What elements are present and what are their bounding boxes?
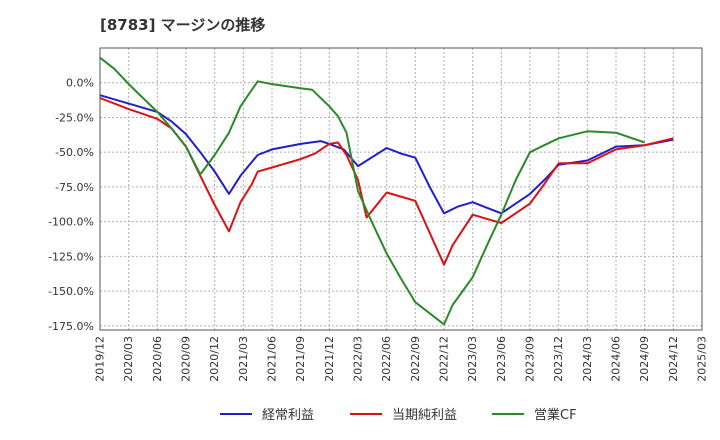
- x-tick-label: 2021/06: [266, 336, 279, 382]
- chart-title: [8783] マージンの推移: [100, 16, 266, 34]
- x-tick-label: 2022/09: [409, 336, 422, 382]
- y-tick-label: -50.0%: [55, 146, 94, 159]
- legend: 経常利益 当期純利益 営業CF: [220, 407, 577, 423]
- x-tick-label: 2022/06: [380, 336, 393, 382]
- grid-layer: [99, 48, 703, 330]
- x-tick-label: 2019/12: [94, 336, 107, 382]
- x-tick-label: 2025/03: [696, 336, 709, 382]
- y-tick-label: -150.0%: [48, 285, 94, 298]
- axis-layer: 0.0% -25.0% -50.0% -75.0% -100.0% -125.0% -150…: [48, 47, 709, 382]
- x-tick-label: 2023/06: [495, 336, 508, 382]
- x-tick-label: 2023/12: [552, 336, 565, 382]
- x-tick-label: 2024/09: [638, 336, 651, 382]
- series-line-1: [99, 94, 674, 215]
- x-tick-label: 2024/03: [581, 336, 594, 382]
- x-tick-label: 2020/03: [122, 336, 135, 382]
- legend-label-3: 営業CF: [534, 407, 577, 423]
- legend-label-1: 経常利益: [262, 408, 314, 423]
- x-tick-label: 2021/03: [237, 336, 250, 382]
- y-tick-label: -75.0%: [55, 181, 94, 194]
- x-tick-label: 2021/09: [294, 336, 307, 382]
- y-tick-label: -100.0%: [48, 216, 94, 229]
- y-tick-label: -175.0%: [48, 320, 94, 333]
- x-tick-label: 2020/09: [180, 336, 193, 382]
- x-tick-label: 2021/12: [323, 336, 336, 382]
- y-tick-label: -125.0%: [48, 250, 94, 263]
- x-tick-label: 2023/09: [524, 336, 537, 382]
- plot-frame: [99, 47, 703, 331]
- x-tick-label: 2020/12: [208, 336, 221, 382]
- series-line-3: [99, 56, 646, 326]
- x-tick-label: 2024/12: [667, 336, 680, 382]
- y-tick-label: 0.0%: [66, 77, 94, 90]
- x-tick-label: 2022/12: [438, 336, 451, 382]
- x-tick-label: 2023/03: [466, 336, 479, 382]
- series-layer: [99, 56, 674, 326]
- legend-label-2: 当期純利益: [392, 408, 457, 423]
- series-line-2: [99, 97, 674, 266]
- y-tick-label: -25.0%: [55, 111, 94, 124]
- x-tick-label: 2020/06: [151, 336, 164, 382]
- x-tick-label: 2022/03: [352, 336, 365, 382]
- x-tick-label: 2024/06: [610, 336, 623, 382]
